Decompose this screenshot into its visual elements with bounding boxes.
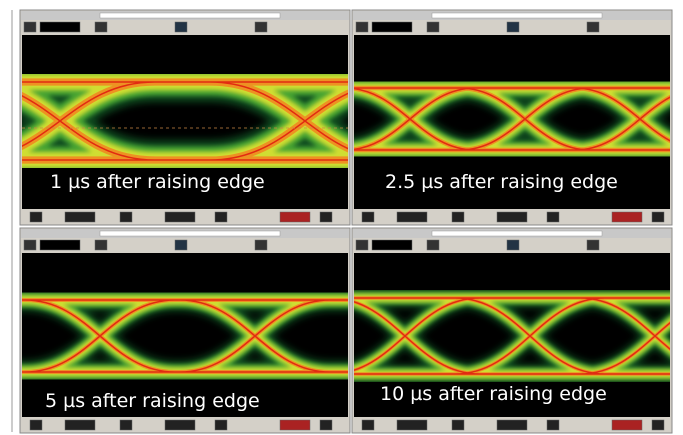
toolbar-control [65,420,95,430]
toolbar-control [362,420,374,430]
caption: 10 µs after raising edge [380,383,607,405]
toolbar-control [427,240,439,250]
toolbar-control [497,420,527,430]
toolbar-control [356,240,368,250]
toolbar-control [30,212,42,222]
toolbar-control [175,22,187,32]
toolbar-control [280,420,310,430]
scroll-track [432,13,602,18]
scroll-track [100,231,280,236]
caption: 2.5 µs after raising edge [385,171,618,193]
toolbar-control [255,22,267,32]
toolbar-control [24,22,36,32]
toolbar-control [547,420,559,430]
toolbar-control [497,212,527,222]
toolbar-control [120,212,132,222]
toolbar-control [65,212,95,222]
scroll-track [432,231,602,236]
toolbar-control [397,212,427,222]
toolbar-control [165,420,195,430]
toolbar-control [356,22,368,32]
toolbar-control [507,22,519,32]
scope-window: 2.5 µs after raising edge [332,10,683,225]
toolbar-control [452,212,464,222]
caption: 1 µs after raising edge [50,171,265,193]
toolbar-control [652,212,664,222]
toolbar-control [175,240,187,250]
scroll-track [100,13,280,18]
toolbar-control [120,420,132,430]
toolbar-control [255,240,267,250]
scope-window: 1 µs after raising edge [0,10,400,225]
toolbar-control [95,22,107,32]
scope-window: 10 µs after raising edge [330,228,683,433]
toolbar-control [320,212,332,222]
toolbar-control [40,240,80,250]
toolbar-control [40,22,80,32]
toolbar-control [372,240,412,250]
toolbar-control [215,212,227,222]
toolbar-control [612,212,642,222]
toolbar-control [397,420,427,430]
toolbar-control [507,240,519,250]
toolbar-control [452,420,464,430]
toolbar-control [372,22,412,32]
toolbar-control [24,240,36,250]
toolbar-control [215,420,227,430]
toolbar-control [587,22,599,32]
toolbar-control [547,212,559,222]
caption: 5 µs after raising edge [45,390,260,412]
toolbar-control [612,420,642,430]
toolbar-control [587,240,599,250]
toolbar-control [362,212,374,222]
toolbar-control [30,420,42,430]
toolbar-control [427,22,439,32]
toolbar-control [320,420,332,430]
scope-window: 5 µs after raising edge [0,228,370,433]
toolbar-control [165,212,195,222]
toolbar-control [95,240,107,250]
toolbar-control [280,212,310,222]
screenshot: 1 µs after raising edge 2.5 µs after rais… [0,0,683,435]
toolbar-control [652,420,664,430]
